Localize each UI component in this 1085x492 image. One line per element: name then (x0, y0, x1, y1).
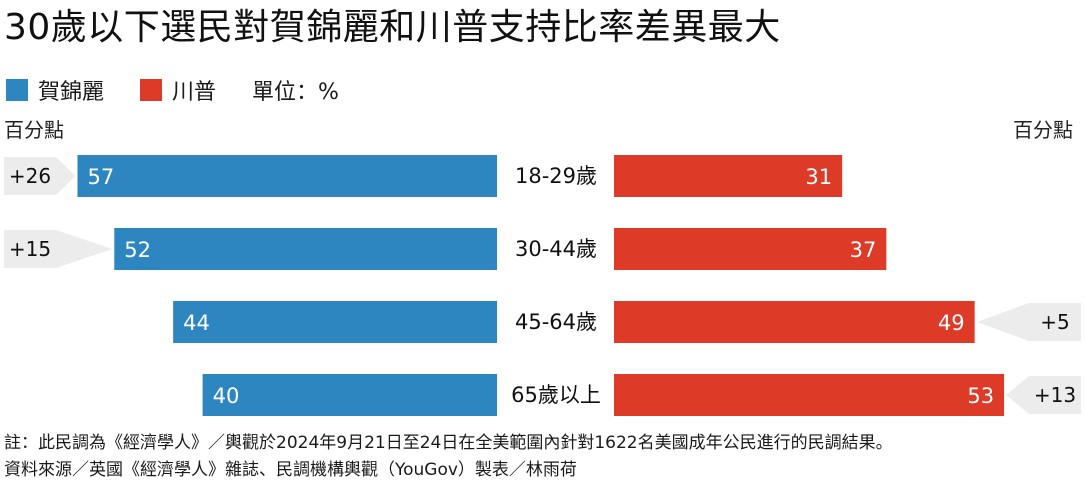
bar-trump (614, 301, 975, 343)
footer-note: 註：此民調為《經濟學人》／輿觀於2024年9月21日至24日在全美範圍內針對16… (4, 433, 893, 453)
legend: 賀錦麗 川普 單位：% (6, 75, 375, 105)
bar-harris (77, 155, 497, 197)
difference-callout (1006, 376, 1081, 414)
bar-harris (114, 228, 497, 270)
value-label-trump: 49 (938, 311, 965, 335)
unit-label: 單位：% (252, 80, 339, 105)
category-label: 18-29歲 (515, 164, 597, 188)
category-label: 65歲以上 (511, 383, 601, 407)
legend-item-harris: 賀錦麗 (6, 74, 104, 106)
bar-harris (202, 374, 497, 416)
footer: 註：此民調為《經濟學人》／輿觀於2024年9月21日至24日在全美範圍內針對16… (4, 430, 1082, 484)
category-label: 45-64歲 (515, 310, 597, 334)
right-axis-label: 百分點 (1013, 118, 1073, 142)
legend-swatch-harris (6, 79, 28, 101)
footer-source: 資料來源／英國《經濟學人》雜誌、民調機構輿觀（YouGov）製表／林雨荷 (4, 460, 577, 480)
difference-callout (976, 303, 1081, 341)
value-label-harris: 40 (213, 384, 240, 408)
value-label-trump: 31 (805, 165, 832, 189)
difference-callout (4, 230, 113, 268)
chart-title: 30歲以下選民對賀錦麗和川普支持比率差異最大 (4, 7, 781, 48)
legend-unit: 單位：% (252, 74, 339, 106)
value-label-trump: 37 (850, 238, 877, 262)
value-label-harris: 57 (87, 165, 114, 189)
legend-label-trump: 川普 (172, 80, 217, 105)
bar-trump (614, 374, 1005, 416)
value-label-harris: 52 (124, 238, 151, 262)
difference-label: +26 (9, 164, 51, 188)
difference-label: +15 (9, 237, 51, 261)
difference-label: +13 (1034, 383, 1076, 407)
bar-harris (173, 301, 497, 343)
legend-item-trump: 川普 (140, 74, 216, 106)
value-label-trump: 53 (967, 384, 994, 408)
category-label: 30-44歲 (515, 237, 597, 261)
legend-swatch-trump (140, 79, 163, 101)
difference-callout (4, 157, 76, 195)
butterfly-chart: 57 31 18-29歲 +26 52 37 30-44歲 +15 44 49 45-64歲 +5 40… (4, 155, 1081, 416)
legend-label-harris: 賀錦麗 (38, 80, 105, 105)
difference-label: +5 (1040, 310, 1069, 334)
bar-trump (614, 155, 843, 197)
bar-trump (614, 228, 887, 270)
value-label-harris: 44 (183, 311, 210, 335)
left-axis-label: 百分點 (4, 118, 64, 142)
